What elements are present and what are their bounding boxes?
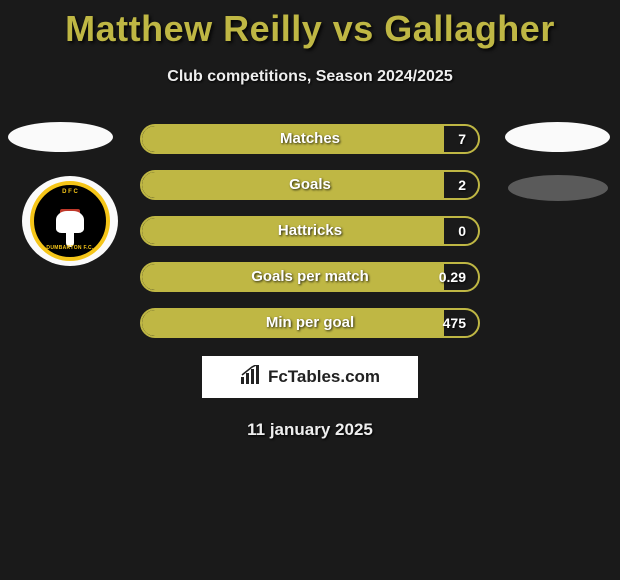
player-right-placeholder-2 xyxy=(508,175,608,201)
stat-label: Matches xyxy=(142,126,478,152)
stat-label: Hattricks xyxy=(142,218,478,244)
stat-value-right: 2 xyxy=(458,172,466,198)
player-right-placeholder xyxy=(505,122,610,152)
stat-value-right: 475 xyxy=(443,310,466,336)
player-left-placeholder xyxy=(8,122,113,152)
badge-elephant-icon xyxy=(56,211,84,233)
badge-bottom-text: DUMBARTON F.C. xyxy=(34,245,106,251)
stat-value-right: 0.29 xyxy=(439,264,466,290)
stat-value-right: 0 xyxy=(458,218,466,244)
badge-top-text: D F C xyxy=(34,189,106,195)
branding-box[interactable]: FcTables.com xyxy=(202,356,418,398)
stat-label: Goals per match xyxy=(142,264,478,290)
stat-label: Min per goal xyxy=(142,310,478,336)
page-title: Matthew Reilly vs Gallagher xyxy=(0,0,620,50)
stat-row: Goals per match0.29 xyxy=(140,262,480,292)
stat-value-right: 7 xyxy=(458,126,466,152)
stat-row: Matches7 xyxy=(140,124,480,154)
stat-row: Min per goal475 xyxy=(140,308,480,338)
branding-label: FcTables.com xyxy=(268,367,380,387)
stat-row: Goals2 xyxy=(140,170,480,200)
club-badge: D F C DUMBARTON F.C. xyxy=(22,176,118,266)
page-subtitle: Club competitions, Season 2024/2025 xyxy=(0,68,620,86)
stat-row: Hattricks0 xyxy=(140,216,480,246)
stat-label: Goals xyxy=(142,172,478,198)
chart-icon xyxy=(240,365,262,390)
date-label: 11 january 2025 xyxy=(0,420,620,440)
club-badge-inner: D F C DUMBARTON F.C. xyxy=(30,181,110,261)
